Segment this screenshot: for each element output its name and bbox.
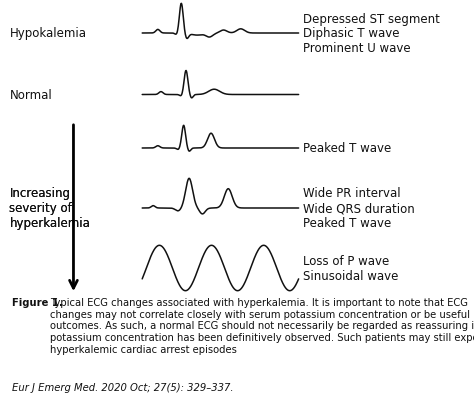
Text: Loss of P wave
Sinusoidal wave: Loss of P wave Sinusoidal wave: [303, 254, 399, 282]
Text: Increasing
severity of
hyperkalemia: Increasing severity of hyperkalemia: [9, 187, 91, 230]
Text: Figure 1.: Figure 1.: [12, 298, 63, 308]
Text: Hypokalemia: Hypokalemia: [9, 27, 86, 41]
Text: Depressed ST segment
Diphasic T wave
Prominent U wave: Depressed ST segment Diphasic T wave Pro…: [303, 12, 440, 55]
Text: Typical ECG changes associated with hyperkalemia. It is important to note that E: Typical ECG changes associated with hype…: [50, 298, 474, 354]
Text: Increasing
severity of
hyperkalemia: Increasing severity of hyperkalemia: [9, 187, 91, 230]
Text: Peaked T wave: Peaked T wave: [303, 142, 392, 155]
Text: Normal: Normal: [9, 89, 52, 102]
Text: Wide PR interval
Wide QRS duration
Peaked T wave: Wide PR interval Wide QRS duration Peake…: [303, 187, 415, 230]
Text: Eur J Emerg Med. 2020 Oct; 27(5): 329–337.: Eur J Emerg Med. 2020 Oct; 27(5): 329–33…: [12, 383, 233, 393]
